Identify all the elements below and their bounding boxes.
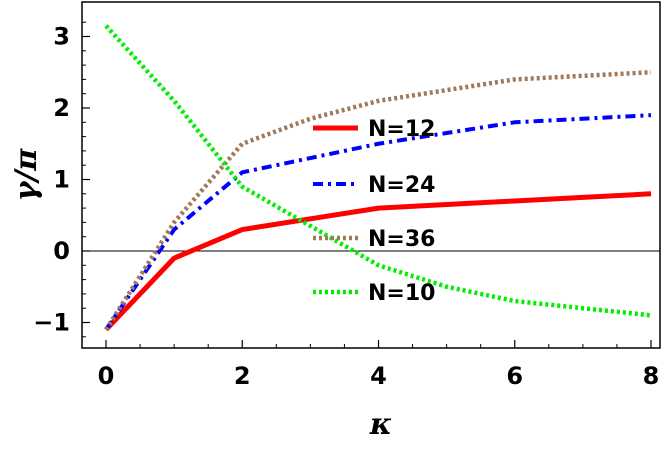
- y-tick-label: −1: [33, 309, 70, 337]
- y-axis-ticks: −1 0 1 2 3: [33, 21, 90, 338]
- y-tick-label: 0: [53, 237, 70, 265]
- series-line-n-10: [104, 24, 652, 318]
- x-tick-label: 6: [506, 362, 523, 390]
- y-axis-title: γ/π: [9, 148, 44, 202]
- y-tick-label: 1: [53, 166, 70, 194]
- x-tick-label: 8: [643, 362, 660, 390]
- y-tick-label: 2: [53, 94, 70, 122]
- legend-label: N=24: [368, 173, 435, 198]
- plot-frame: [81, 1, 661, 349]
- legend-label: N=12: [368, 117, 435, 142]
- series-layer: [104, 24, 652, 332]
- x-tick-label: 4: [370, 362, 387, 390]
- x-tick-label: 0: [98, 362, 115, 390]
- series-line-n-12: [104, 191, 652, 332]
- series-line-n-24: [104, 113, 652, 331]
- legend-label: N=10: [368, 281, 435, 306]
- x-axis-ticks: 0 2 4 6 8: [98, 340, 660, 390]
- legend: N=12 N=24 N=36 N=10: [313, 117, 435, 306]
- x-tick-label: 2: [234, 362, 251, 390]
- y-tick-label: 3: [53, 23, 70, 51]
- x-axis-title: κ: [369, 407, 393, 442]
- series-line-n-36: [104, 70, 652, 331]
- legend-label: N=36: [368, 227, 435, 252]
